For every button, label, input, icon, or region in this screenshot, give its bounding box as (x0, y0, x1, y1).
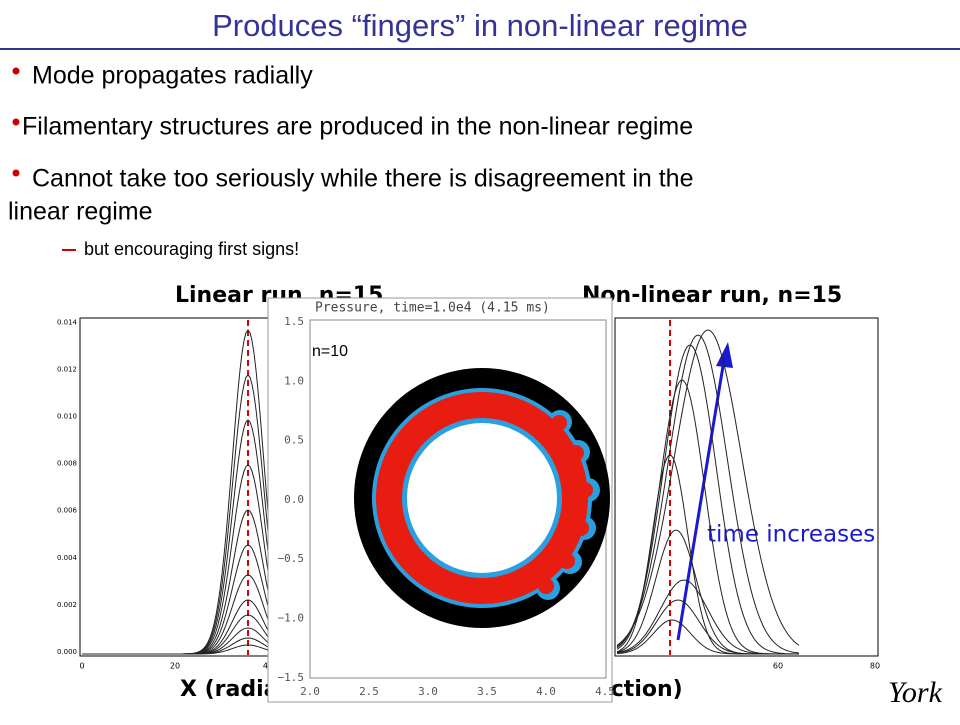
x-tick-label: 2.5 (359, 685, 379, 698)
plot-frame (79, 317, 291, 657)
y-tick-label: 0.004 (57, 554, 78, 562)
x-tick-label: 4.0 (536, 685, 556, 698)
bullet-dot (12, 169, 20, 177)
curve (82, 614, 289, 655)
curve (82, 419, 289, 655)
bullet-dot (12, 118, 20, 126)
bullet: Mode propagates radially (32, 62, 313, 90)
y-tick-label: −1.5 (278, 671, 305, 684)
curve (82, 374, 289, 655)
curve (616, 329, 800, 646)
x-tick-label: 3.5 (477, 685, 497, 698)
curve (616, 334, 800, 654)
x-tick-label: 3.0 (418, 685, 438, 698)
y-tick-label: 0.012 (57, 365, 77, 373)
bullet: Cannot take too seriously while there is… (32, 165, 693, 193)
figure-title: Non-linear run, n=15 (582, 283, 842, 308)
x-tick-label: 60 (773, 662, 783, 671)
curve (82, 599, 289, 655)
curve (616, 344, 799, 655)
arrow-head (716, 342, 733, 368)
x-tick-label: 20 (170, 662, 180, 671)
plot-title: Pressure, time=1.0e4 (4.15 ms) (315, 301, 550, 316)
y-tick-label: 0.5 (284, 434, 304, 447)
curve (616, 599, 799, 655)
y-tick-label: 0.0 (284, 493, 304, 506)
y-tick-label: 0.002 (57, 601, 77, 609)
y-tick-label: 0.006 (57, 507, 78, 515)
curve (616, 379, 799, 655)
y-tick-label: 1.5 (284, 315, 304, 328)
y-tick-label: −1.0 (278, 612, 305, 625)
y-tick-label: 1.0 (284, 374, 304, 387)
y-tick-label: 0.000 (57, 648, 77, 656)
slide-title: Produces “fingers” in non-linear regime (212, 8, 748, 43)
y-tick-label: 0.010 (57, 413, 77, 421)
y-tick-label: −0.5 (278, 552, 305, 565)
curve (616, 619, 799, 655)
bullet: linear regime (8, 198, 153, 226)
y-tick-label: 0.008 (57, 460, 77, 468)
logo: York (888, 676, 943, 709)
plot-frame (614, 317, 879, 657)
curve (82, 574, 289, 655)
x-tick-label: 0 (79, 662, 84, 671)
arrow (676, 359, 726, 641)
curve (82, 544, 289, 655)
annotation: time increases (707, 522, 875, 548)
bullet-dot (12, 67, 20, 75)
ring-hole (407, 423, 557, 573)
y-tick-label: 0.014 (57, 318, 78, 326)
bullet: Filamentary structures are produced in t… (22, 113, 693, 141)
sub-bullet: but encouraging first signs! (84, 239, 299, 259)
x-tick-label: 2.0 (300, 685, 320, 698)
x-tick-label: 4.5 (595, 685, 615, 698)
curve (82, 464, 289, 655)
curve (82, 644, 289, 655)
curve (616, 454, 799, 655)
mode-label: n=10 (312, 343, 348, 360)
x-tick-label: 80 (870, 662, 880, 671)
